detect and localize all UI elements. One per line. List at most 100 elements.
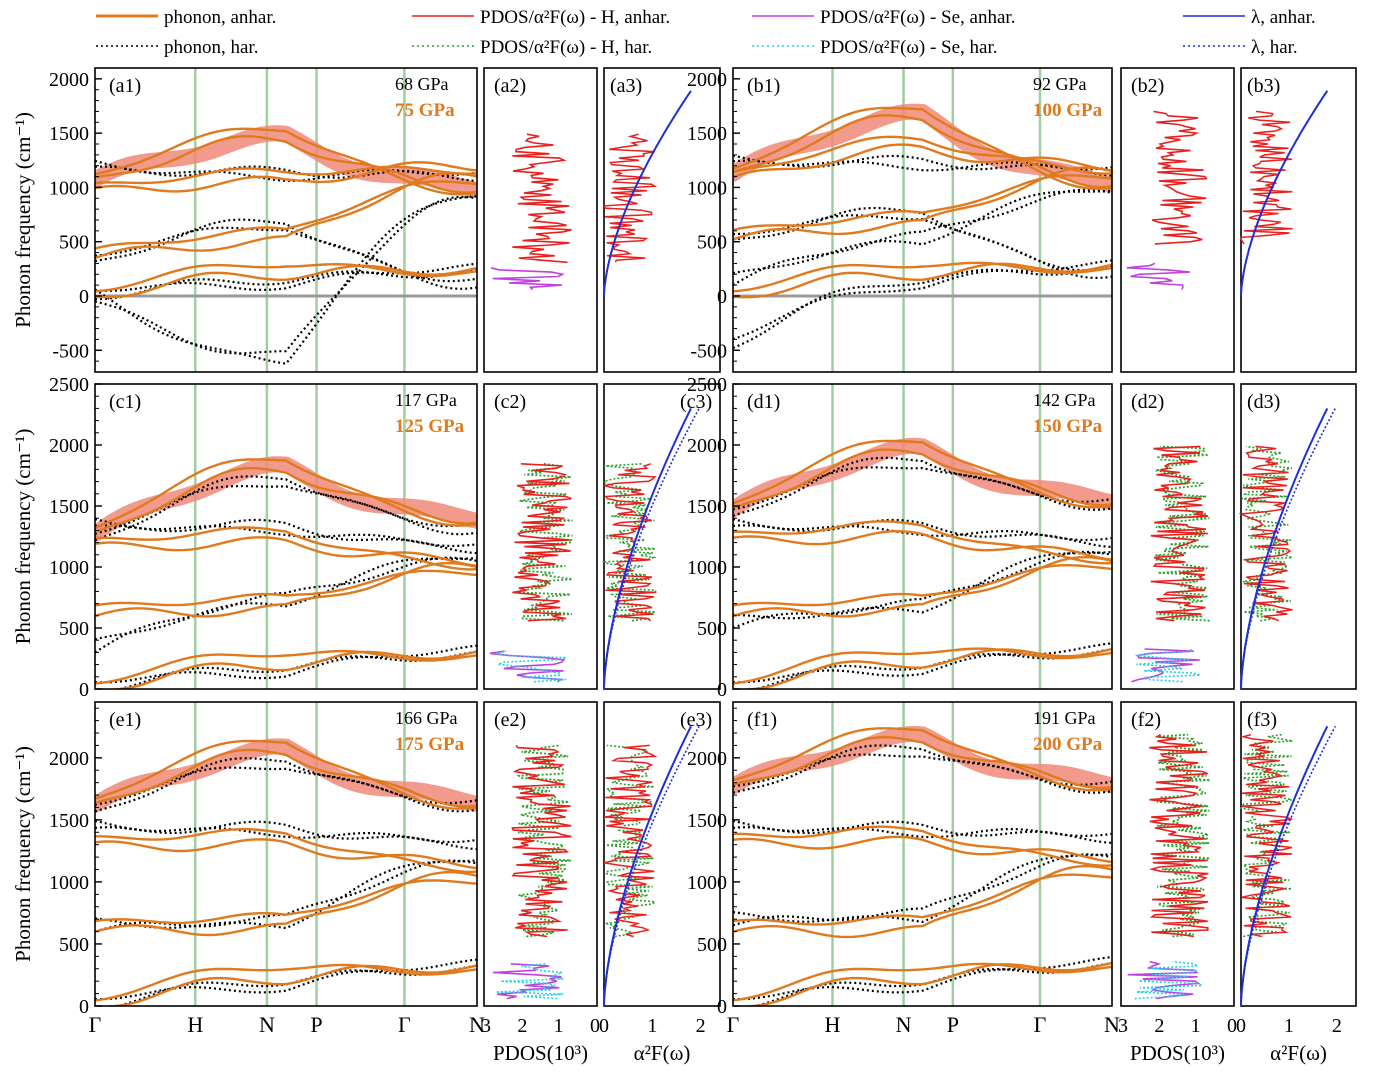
lambda-har [603, 725, 700, 1007]
har-branch-b-0 [95, 195, 477, 365]
ytick-label: 1000 [687, 177, 727, 199]
anhar-branch-b-0 [733, 563, 1112, 607]
lambda-anhar [603, 90, 692, 297]
panel-label: (d2) [1131, 391, 1164, 413]
pdos-curves-d [1131, 407, 1337, 690]
pdos-xlabel: PDOS(10³) [1130, 1041, 1225, 1065]
panel-label: (b1) [747, 75, 780, 97]
ytick-label: 1000 [687, 557, 727, 579]
pdos-h-har [1155, 733, 1211, 938]
anhar-branch-0 [733, 864, 1112, 939]
frame-band [732, 701, 1113, 1007]
anhar-branch-b-1 [733, 135, 1112, 175]
pressure-har: 166 GPa [395, 708, 458, 728]
linewidth-band [95, 456, 477, 542]
frame-band [732, 383, 1113, 690]
a2f-tick-label: 1 [1284, 1015, 1294, 1037]
linewidth-band [733, 437, 1112, 518]
legend-label-1: phonon, har. [164, 37, 258, 58]
kpoint-label: H [825, 1012, 841, 1037]
legend-label-3: PDOS/α²F(ω) - H, har. [480, 37, 652, 58]
panel-f: 0 500 1000 1500 2000 (f1) (f2) (f3) 191 GPa 200 G… [687, 701, 1357, 1065]
anhar-branch-b-2 [733, 106, 1112, 190]
anhar-branch-1 [95, 838, 477, 870]
frame-a2f [1240, 383, 1357, 690]
lambda-har [603, 408, 700, 690]
ytick-label: 500 [697, 934, 727, 956]
anhar-branch-b-0 [95, 569, 477, 607]
panel-label: (c1) [109, 391, 141, 413]
ylabel-2: Phonon frequency (cm⁻¹) [11, 746, 35, 962]
anhar-branch-b-1 [95, 526, 477, 571]
panel-label: (a2) [494, 75, 526, 97]
panel-label: (f1) [747, 709, 777, 731]
linewidth-band [95, 738, 477, 813]
ytick-label: 1500 [687, 496, 727, 518]
har-branch-2 [95, 475, 477, 542]
a2f-h-anhar [1240, 733, 1293, 938]
a2f-tick-label: 2 [1332, 1015, 1342, 1037]
kpoint-label: P [310, 1012, 322, 1037]
har-branch-b-0 [95, 859, 477, 930]
frame-a2f [1240, 67, 1357, 373]
har-branch-2 [733, 744, 1112, 794]
har-branch-1 [733, 154, 1112, 177]
linewidth-band [733, 103, 1112, 193]
panel-a: -500 0 500 1000 1500 2000 (a1) (a2) (a3) 68 GPa 75… [49, 67, 721, 373]
frame-pdos [1120, 383, 1235, 690]
anhar-branch-b-3 [95, 963, 477, 1002]
ytick-label: 500 [59, 934, 89, 956]
panel-label: (e2) [494, 709, 526, 731]
pdos-tick-label: 1 [1191, 1015, 1201, 1037]
frame-pdos [1120, 701, 1235, 1007]
pdos-tick-label: 2 [1154, 1015, 1164, 1037]
anhar-branch-2 [95, 748, 477, 808]
anhar-branch-3 [95, 964, 477, 1006]
anhar-branch-b-3 [95, 262, 477, 293]
legend-label-6: λ, anhar. [1251, 7, 1316, 28]
kpoint-label: P [947, 1012, 959, 1037]
pdos-h-anhar [511, 744, 572, 938]
har-branch-b-2 [95, 484, 477, 535]
ytick-label: 2000 [49, 748, 89, 770]
frame-pdos [483, 383, 598, 690]
anhar-branch-0 [95, 870, 477, 937]
anhar-branch-0 [733, 555, 1112, 618]
frame-a2f [603, 67, 721, 373]
panel-label: (e3) [680, 709, 712, 731]
band-curves-d [733, 437, 1112, 689]
anhar-branch-2 [733, 114, 1112, 189]
ytick-label: 1500 [49, 123, 89, 145]
ytick-label: 1000 [49, 557, 89, 579]
pdos-se-anhar [1127, 960, 1201, 1000]
anhar-branch-b-1 [733, 825, 1112, 867]
frame-pdos [1120, 67, 1235, 373]
pdos-se-har [1134, 960, 1203, 1000]
panel-label: (d1) [747, 391, 780, 413]
anhar-branch-2 [95, 135, 477, 194]
ytick-label: 1000 [49, 177, 89, 199]
pdos-se-har [495, 650, 567, 683]
ytick-label: 2000 [49, 435, 89, 457]
ytick-label: 0 [717, 996, 727, 1018]
legend-label-0: phonon, anhar. [164, 7, 276, 28]
a2f-h-anhar [1240, 110, 1293, 245]
har-branch-b-1 [95, 819, 477, 844]
a2f-h-anhar [1238, 445, 1293, 622]
pdos-tick-label: 2 [517, 1015, 527, 1037]
anhar-branch-b-3 [733, 261, 1112, 293]
pdos-se-anhar [490, 267, 565, 291]
anhar-branch-0 [95, 562, 477, 618]
kpoint-label: H [187, 1012, 203, 1037]
ytick-label: 1500 [687, 810, 727, 832]
lambda-har [1240, 408, 1337, 690]
pdos-curves-c [489, 407, 700, 690]
anhar-branch-b-3 [733, 962, 1112, 1002]
har-branch-1 [733, 518, 1112, 549]
frame-a2f [1240, 701, 1357, 1007]
kpoint-label: N [469, 1012, 485, 1037]
pressure-anhar: 125 GPa [395, 416, 465, 437]
har-branch-0 [733, 550, 1112, 630]
lambda-anhar [603, 407, 692, 690]
ytick-label: 500 [59, 232, 89, 254]
